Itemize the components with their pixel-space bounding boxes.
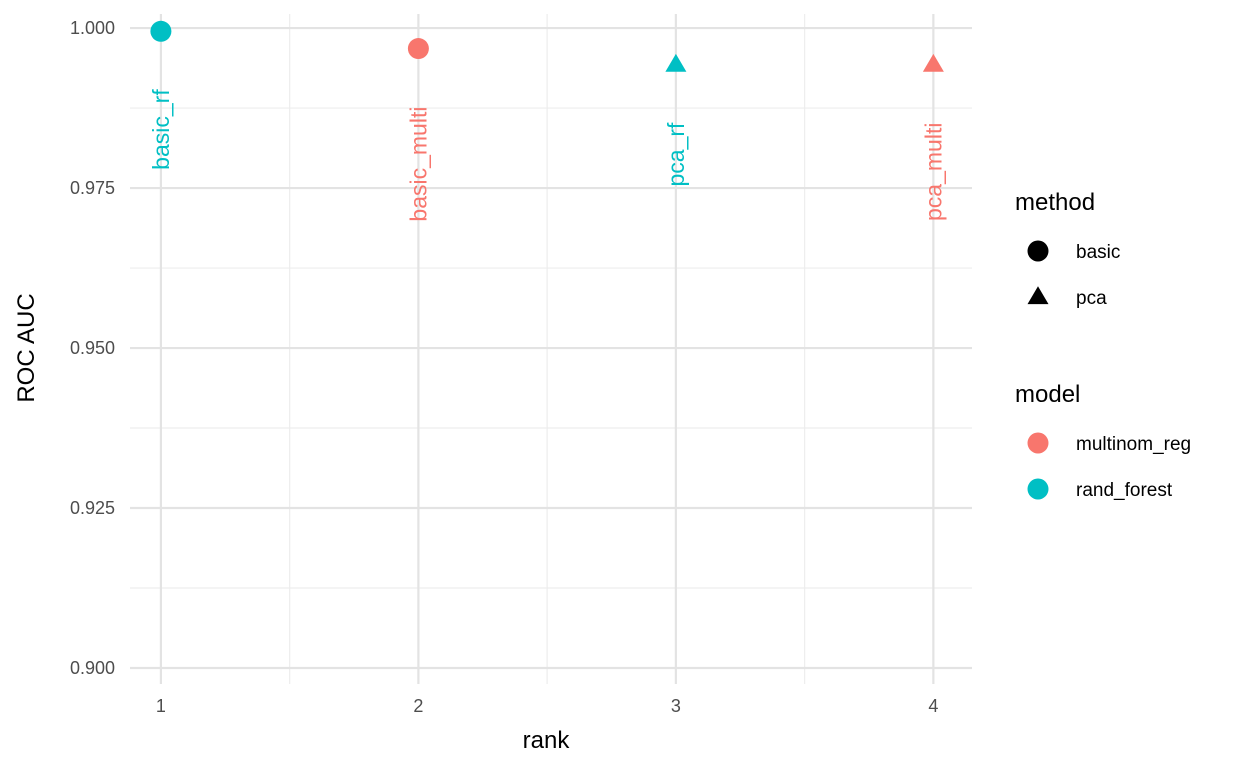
legend-basic-key: [1027, 240, 1049, 262]
x-tick-label: 1: [156, 696, 166, 716]
legend: method basic pca model multinom_reg rand_f…: [1015, 189, 1191, 501]
x-tick-label: 2: [413, 696, 423, 716]
x-axis-ticks: 1 2 3 4: [156, 696, 938, 716]
gridlines: [130, 14, 972, 684]
data-point: [407, 38, 429, 60]
legend-pca-label: pca: [1076, 288, 1107, 309]
x-tick-label: 3: [671, 696, 681, 716]
legend-basic-label: basic: [1076, 242, 1120, 263]
legend-multinom_reg-label: multinom_reg: [1076, 434, 1191, 455]
y-tick-label: 0.900: [70, 658, 115, 678]
y-tick-label: 0.950: [70, 338, 115, 358]
point-label: basic_rf: [148, 89, 174, 170]
y-tick-label: 0.975: [70, 178, 115, 198]
y-axis-title: ROC AUC: [13, 293, 40, 402]
data-point: [665, 53, 687, 72]
legend-rand_forest-label: rand_forest: [1076, 480, 1173, 501]
legend-multinom_reg-key: [1027, 432, 1049, 454]
legend-pca-key: [1027, 286, 1049, 305]
legend-rand_forest-key: [1027, 478, 1049, 500]
x-axis-title: rank: [523, 727, 571, 754]
legend-method-items: basic pca: [1027, 240, 1120, 309]
point-label: pca_rf: [663, 122, 689, 187]
data-point: [150, 20, 172, 42]
legend-model-items: multinom_reg rand_forest: [1027, 432, 1191, 501]
x-tick-label: 4: [928, 696, 938, 716]
data-point: [922, 53, 944, 72]
y-axis-ticks: 0.900 0.925 0.950 0.975 1.000: [70, 18, 115, 678]
point-labels: basic_rf basic_multi pca_rf pca_multi: [148, 89, 946, 222]
point-label: pca_multi: [920, 123, 946, 221]
point-label: basic_multi: [405, 107, 431, 222]
y-tick-label: 1.000: [70, 18, 115, 38]
y-tick-label: 0.925: [70, 498, 115, 518]
data-points: [150, 20, 944, 72]
legend-model-title: model: [1015, 381, 1080, 408]
legend-method-title: method: [1015, 189, 1095, 216]
